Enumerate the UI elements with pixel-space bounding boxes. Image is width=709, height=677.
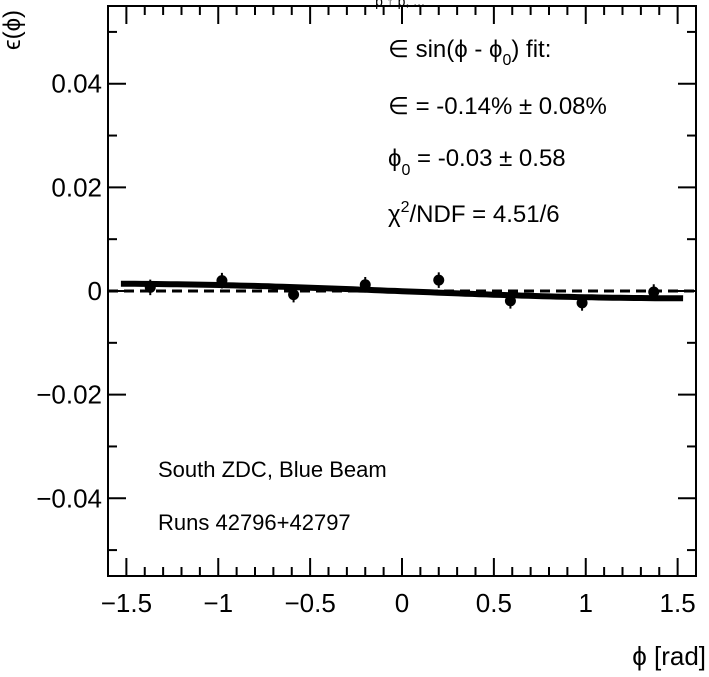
x-tick-labels: −1.5 −1 −0.5 0 0.5 1 1.5 [101, 588, 696, 618]
x-tick-label: −1 [203, 588, 233, 618]
detector-annotation: South ZDC, Blue Beam [158, 457, 387, 482]
chi2-annotation: χ2/NDF = 4.51/6 [388, 199, 560, 228]
data-point [433, 274, 445, 286]
fit-header-annotation: ∈ sin(ϕ - ϕ0) fit: [388, 36, 551, 69]
data-points [144, 272, 660, 311]
y-tick-labels: −0.04 −0.02 0 0.02 0.04 [36, 69, 102, 514]
fit-curve [120, 280, 684, 302]
data-point [288, 289, 300, 301]
y-tick-label: −0.04 [36, 483, 102, 513]
data-point [216, 275, 228, 287]
x-axis-label: ϕ [rad] [632, 641, 706, 671]
y-axis-label: ϵ(ϕ) [0, 10, 26, 50]
y-tick-label: 0.02 [51, 172, 102, 202]
chart-title-fragment: p ↑ p, ... [375, 0, 425, 9]
x-tick-label: 1 [579, 588, 593, 618]
data-point [504, 295, 516, 307]
phi0-annotation: ϕ0 = -0.03 ± 0.58 [388, 145, 566, 179]
x-tick-label: 1.5 [660, 588, 696, 618]
x-tick-label: 0.5 [476, 588, 512, 618]
x-tick-label: −0.5 [284, 588, 335, 618]
epsilon-annotation: ∈ = -0.14% ± 0.08% [388, 93, 607, 120]
y-tick-label: −0.02 [36, 380, 102, 410]
data-point [648, 286, 660, 298]
runs-annotation: Runs 42796+42797 [158, 510, 351, 535]
axis-ticks [107, 6, 697, 576]
data-point [359, 279, 371, 291]
data-point [144, 281, 156, 293]
data-point [576, 297, 588, 309]
x-tick-label: −1.5 [101, 588, 152, 618]
y-tick-label: 0.04 [51, 69, 102, 99]
y-tick-label: 0 [88, 276, 102, 306]
x-tick-label: 0 [395, 588, 409, 618]
